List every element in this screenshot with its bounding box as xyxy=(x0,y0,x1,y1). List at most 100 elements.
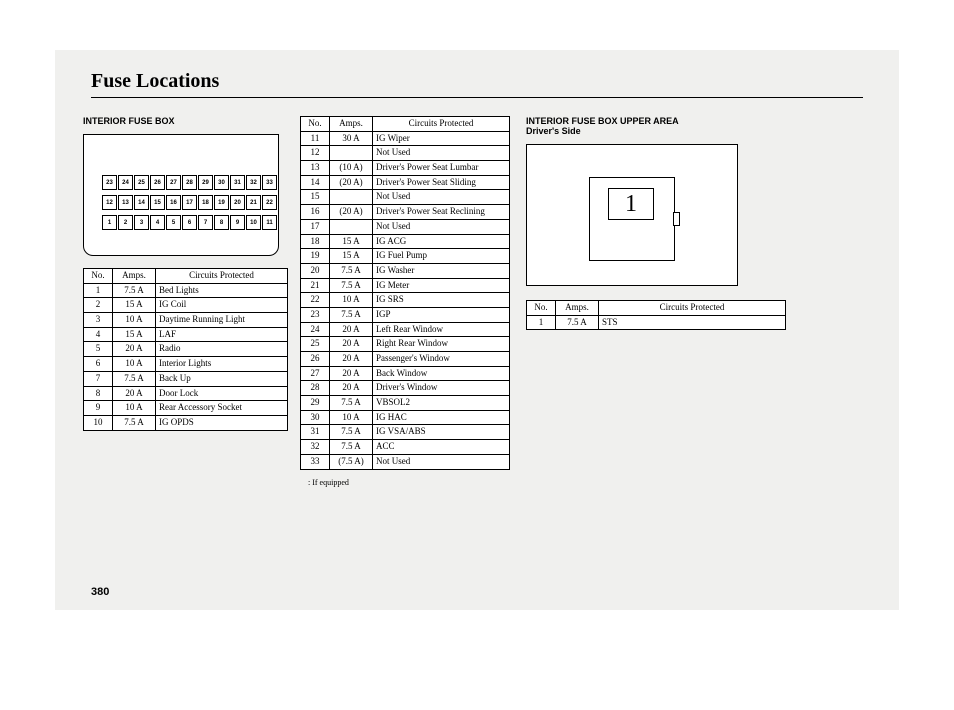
cell-no: 1 xyxy=(84,283,113,298)
table-row: 17Not Used xyxy=(301,219,510,234)
cell-amps: 7.5 A xyxy=(330,425,373,440)
fuse-slot: 32 xyxy=(246,175,261,190)
fuse-table-3: No. Amps. Circuits Protected 17.5 ASTS xyxy=(526,300,786,330)
cell-no: 14 xyxy=(301,175,330,190)
cell-amps: (20 A) xyxy=(330,205,373,220)
table-row: 13(10 A)Driver's Power Seat Lumbar xyxy=(301,161,510,176)
col-amps: Amps. xyxy=(556,301,599,316)
cell-amps: 7.5 A xyxy=(113,283,156,298)
cell-circuit: IG Meter xyxy=(373,278,510,293)
cell-circuit: Door Lock xyxy=(156,386,288,401)
cell-circuit: Passenger's Window xyxy=(373,352,510,367)
cell-circuit: Not Used xyxy=(373,146,510,161)
cell-circuit: Driver's Window xyxy=(373,381,510,396)
fuse-slot: 11 xyxy=(262,215,277,230)
cell-circuit: IG ACG xyxy=(373,234,510,249)
column-upper-area: INTERIOR FUSE BOX UPPER AREA Driver's Si… xyxy=(526,116,816,330)
table-row: 215 AIG Coil xyxy=(84,298,288,313)
section-label-2: INTERIOR FUSE BOX UPPER AREA Driver's Si… xyxy=(526,116,816,136)
cell-no: 23 xyxy=(301,307,330,322)
table-row: 17.5 ASTS xyxy=(527,315,786,330)
col-cp: Circuits Protected xyxy=(156,269,288,284)
table-row: 3010 AIG HAC xyxy=(301,410,510,425)
fuse-slot: 28 xyxy=(182,175,197,190)
page: Fuse Locations INTERIOR FUSE BOX 2324252… xyxy=(0,0,954,710)
fuse-slot: 3 xyxy=(134,215,149,230)
cell-amps: 15 A xyxy=(113,327,156,342)
column-interior-fuse-box: INTERIOR FUSE BOX 2324252627282930313233… xyxy=(83,116,288,431)
fuse-slot: 8 xyxy=(214,215,229,230)
cell-no: 20 xyxy=(301,263,330,278)
cell-circuit: Driver's Power Seat Sliding xyxy=(373,175,510,190)
col-cp: Circuits Protected xyxy=(599,301,786,316)
cell-no: 29 xyxy=(301,396,330,411)
fuse-slot: 30 xyxy=(214,175,229,190)
cell-circuit: Back Up xyxy=(156,371,288,386)
cell-amps: 20 A xyxy=(330,381,373,396)
cell-no: 21 xyxy=(301,278,330,293)
cell-amps: 7.5 A xyxy=(330,396,373,411)
table-row: 2620 APassenger's Window xyxy=(301,352,510,367)
fuse-slot: 33 xyxy=(262,175,277,190)
table-row: 1815 AIG ACG xyxy=(301,234,510,249)
cell-no: 22 xyxy=(301,293,330,308)
cell-no: 17 xyxy=(301,219,330,234)
fuse-diagram-1: 2324252627282930313233 12131415161718192… xyxy=(83,134,279,256)
cell-no: 1 xyxy=(527,315,556,330)
fuse-table-2: No. Amps. Circuits Protected 1130 AIG Wi… xyxy=(300,116,510,470)
fuse-row: 1234567891011 xyxy=(102,215,277,230)
table-row: 77.5 ABack Up xyxy=(84,371,288,386)
table-row: 2210 AIG SRS xyxy=(301,293,510,308)
cell-amps: 7.5 A xyxy=(330,263,373,278)
fuse-slot: 6 xyxy=(182,215,197,230)
cell-amps: 7.5 A xyxy=(556,315,599,330)
fuse-row: 2324252627282930313233 xyxy=(102,175,277,190)
cell-amps: 10 A xyxy=(113,313,156,328)
cell-amps xyxy=(330,190,373,205)
cell-no: 12 xyxy=(301,146,330,161)
cell-no: 26 xyxy=(301,352,330,367)
cell-circuit: IG SRS xyxy=(373,293,510,308)
cell-amps: 15 A xyxy=(330,234,373,249)
fuse-slot: 23 xyxy=(102,175,117,190)
fuse-slot: 22 xyxy=(262,195,277,210)
fuse-slot: 13 xyxy=(118,195,133,210)
footnote: : If equipped xyxy=(308,478,510,487)
table-row: 237.5 AIGP xyxy=(301,307,510,322)
fuse-slot: 26 xyxy=(150,175,165,190)
cell-amps: (20 A) xyxy=(330,175,373,190)
column-fuse-continued: No. Amps. Circuits Protected 1130 AIG Wi… xyxy=(300,116,510,487)
table-row: 820 ADoor Lock xyxy=(84,386,288,401)
fuse-slot: 14 xyxy=(134,195,149,210)
fuse-slot: 15 xyxy=(150,195,165,210)
cell-amps: 20 A xyxy=(330,366,373,381)
fuse-slot: 19 xyxy=(214,195,229,210)
cell-circuit: IG VSA/ABS xyxy=(373,425,510,440)
cell-no: 6 xyxy=(84,357,113,372)
table-row: 17.5 ABed Lights xyxy=(84,283,288,298)
cell-no: 5 xyxy=(84,342,113,357)
cell-amps: 7.5 A xyxy=(330,278,373,293)
fuse-slot: 21 xyxy=(246,195,261,210)
fuse-slot: 18 xyxy=(198,195,213,210)
cell-amps: 10 A xyxy=(330,410,373,425)
cell-amps: 20 A xyxy=(330,337,373,352)
table-row: 520 ARadio xyxy=(84,342,288,357)
fuse-slot: 27 xyxy=(166,175,181,190)
table-row: 107.5 AIG OPDS xyxy=(84,415,288,430)
cell-no: 25 xyxy=(301,337,330,352)
cell-amps: (7.5 A) xyxy=(330,454,373,469)
cell-circuit: Left Rear Window xyxy=(373,322,510,337)
cell-amps: 20 A xyxy=(330,322,373,337)
table-row: 217.5 AIG Meter xyxy=(301,278,510,293)
cell-no: 13 xyxy=(301,161,330,176)
table-row: 310 ADaytime Running Light xyxy=(84,313,288,328)
cell-circuit: Interior Lights xyxy=(156,357,288,372)
cell-no: 3 xyxy=(84,313,113,328)
cell-no: 33 xyxy=(301,454,330,469)
table-row: 1915 AIG Fuel Pump xyxy=(301,249,510,264)
diagram-fuse-1: 1 xyxy=(608,188,654,220)
fuse-slot: 31 xyxy=(230,175,245,190)
table-row: 12 Not Used xyxy=(301,146,510,161)
fuse-slot: 17 xyxy=(182,195,197,210)
